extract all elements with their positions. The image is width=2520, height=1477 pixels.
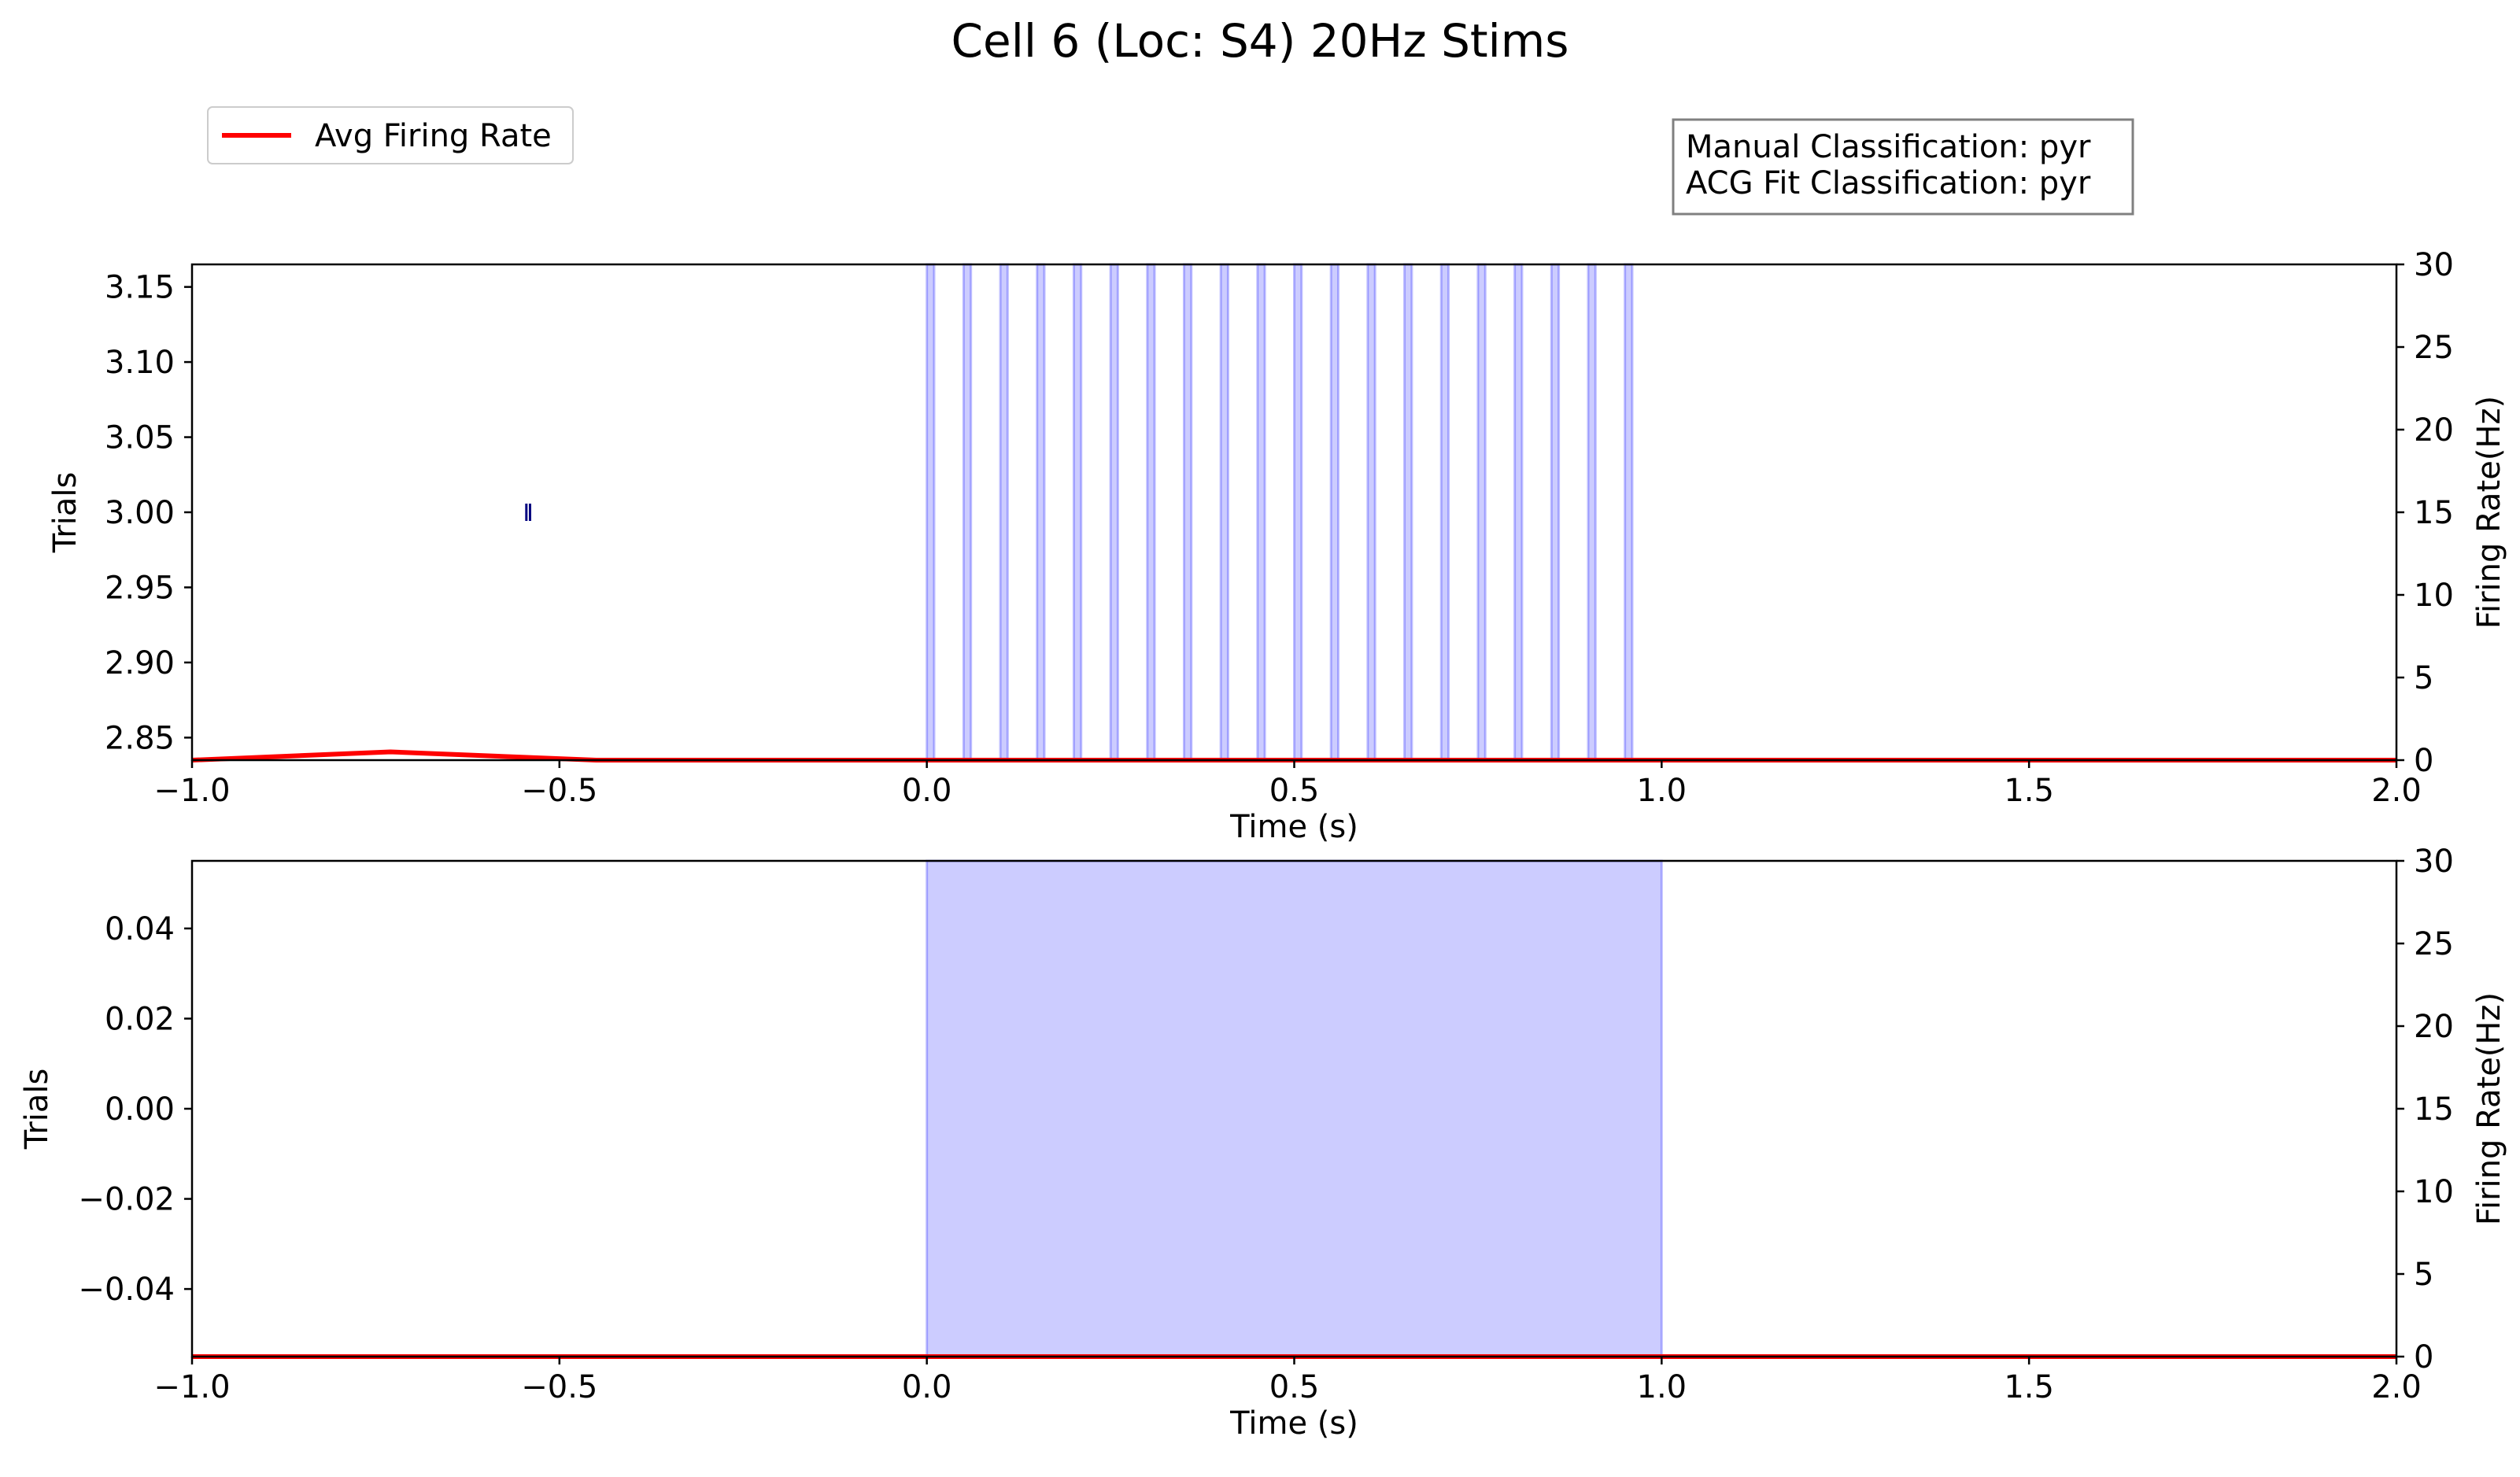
stim-pulse-18: [1587, 263, 1597, 762]
stim-pulse-7: [1182, 263, 1193, 762]
y-right-tick-label-4: 20: [2414, 1009, 2454, 1045]
y-right-tick-label-3: 15: [2414, 1091, 2454, 1128]
x-tick-label-3: 0.5: [1269, 1369, 1320, 1405]
y-tick-label-3: 0.02: [105, 1001, 175, 1037]
y-right-tick-label-3: 15: [2414, 495, 2454, 531]
acg-fit-classification: ACG Fit Classification: pyr: [1686, 165, 2091, 201]
stim-pulse-11: [1329, 263, 1340, 762]
figure-title: Cell 6 (Loc: S4) 20Hz Stims: [951, 14, 1569, 68]
stim-pulse-17: [1550, 263, 1561, 762]
y-right-tick-label-0: 0: [2414, 1339, 2433, 1375]
legend: Avg Firing Rate: [207, 106, 574, 164]
stim-pulse-3: [1036, 263, 1046, 762]
x-axis-label: Time (s): [1229, 1405, 1358, 1442]
x-tick-label-1: −0.5: [521, 773, 597, 809]
top-panel: −1.0 −0.5 0.0 0.5 1.0 1.5 2.0 2.85 2.90 2.95 3.00 3…: [47, 247, 2507, 845]
stim-pulse-4: [1072, 263, 1083, 762]
y-right-tick-label-6: 30: [2414, 247, 2454, 283]
stim-pulse-0: [926, 263, 936, 762]
y-right-tick-label-5: 25: [2414, 926, 2454, 962]
stim-pulse-19: [1624, 263, 1634, 762]
y-right-axis-label: Firing Rate(Hz): [2471, 396, 2507, 629]
x-tick-label-1: −0.5: [521, 1369, 597, 1405]
stim-pulse-5: [1109, 263, 1119, 762]
stim-pulse-13: [1403, 263, 1413, 762]
x-axis-label: Time (s): [1229, 809, 1358, 845]
y-tick-label-0: 2.85: [105, 720, 175, 756]
legend-label: Avg Firing Rate: [315, 118, 552, 154]
y-tick-label-5: 3.10: [105, 345, 175, 381]
x-tick-label-6: 2.0: [2371, 1369, 2422, 1405]
y-tick-label-6: 3.15: [105, 270, 175, 306]
info-box: Manual Classification: pyr ACG Fit Class…: [1672, 118, 2134, 216]
stim-pulse-14: [1439, 263, 1450, 762]
y-right-tick-label-5: 25: [2414, 330, 2454, 366]
x-tick-label-6: 2.0: [2371, 773, 2422, 809]
x-tick-label-3: 0.5: [1269, 773, 1320, 809]
x-tick-label-5: 1.5: [2004, 773, 2054, 809]
y-right-tick-label-6: 30: [2414, 844, 2454, 880]
y-tick-label-2: 0.00: [105, 1091, 175, 1128]
stim-pulse-1: [962, 263, 973, 762]
y-right-tick-label-4: 20: [2414, 412, 2454, 449]
y-axis-label: Trials: [47, 472, 83, 554]
x-tick-label-0: −1.0: [153, 1369, 230, 1405]
x-tick-label-4: 1.0: [1637, 773, 1687, 809]
stim-pulse-10: [1293, 263, 1303, 762]
manual-classification: Manual Classification: pyr: [1686, 129, 2091, 165]
stim-block: [926, 859, 1663, 1358]
y-right-axis-label: Firing Rate(Hz): [2471, 992, 2507, 1225]
stim-pulse-8: [1219, 263, 1229, 762]
stim-pulse-6: [1146, 263, 1156, 762]
y-right-tick-label-1: 5: [2414, 1257, 2433, 1293]
y-right-tick-label-0: 0: [2414, 743, 2433, 779]
y-tick-label-2: 2.95: [105, 570, 175, 606]
y-tick-label-0: −0.04: [78, 1272, 175, 1308]
stim-pulse-16: [1513, 263, 1524, 762]
y-tick-label-1: −0.02: [78, 1182, 175, 1218]
y-axis-label: Trials: [19, 1069, 55, 1150]
y-tick-label-4: 0.04: [105, 911, 175, 947]
bottom-panel: −1.0 −0.5 0.0 0.5 1.0 1.5 2.0 −0.04 −0.02 0.00 0.0…: [19, 844, 2507, 1442]
y-right-tick-label-1: 5: [2414, 660, 2433, 696]
y-tick-label-3: 3.00: [105, 495, 175, 531]
x-tick-label-2: 0.0: [902, 773, 952, 809]
stim-pulse-2: [999, 263, 1009, 762]
y-tick-label-1: 2.90: [105, 645, 175, 681]
x-tick-label-5: 1.5: [2004, 1369, 2054, 1405]
stim-pulse-12: [1366, 263, 1376, 762]
y-right-tick-label-2: 10: [2414, 578, 2454, 614]
x-tick-label-4: 1.0: [1637, 1369, 1687, 1405]
stim-pulse-9: [1256, 263, 1266, 762]
legend-box: [207, 106, 574, 164]
info-box-frame: [1672, 118, 2134, 216]
stim-pulse-15: [1476, 263, 1487, 762]
x-tick-label-0: −1.0: [153, 773, 230, 809]
x-tick-label-2: 0.0: [902, 1369, 952, 1405]
y-right-tick-label-2: 10: [2414, 1174, 2454, 1210]
y-tick-label-4: 3.05: [105, 420, 175, 456]
